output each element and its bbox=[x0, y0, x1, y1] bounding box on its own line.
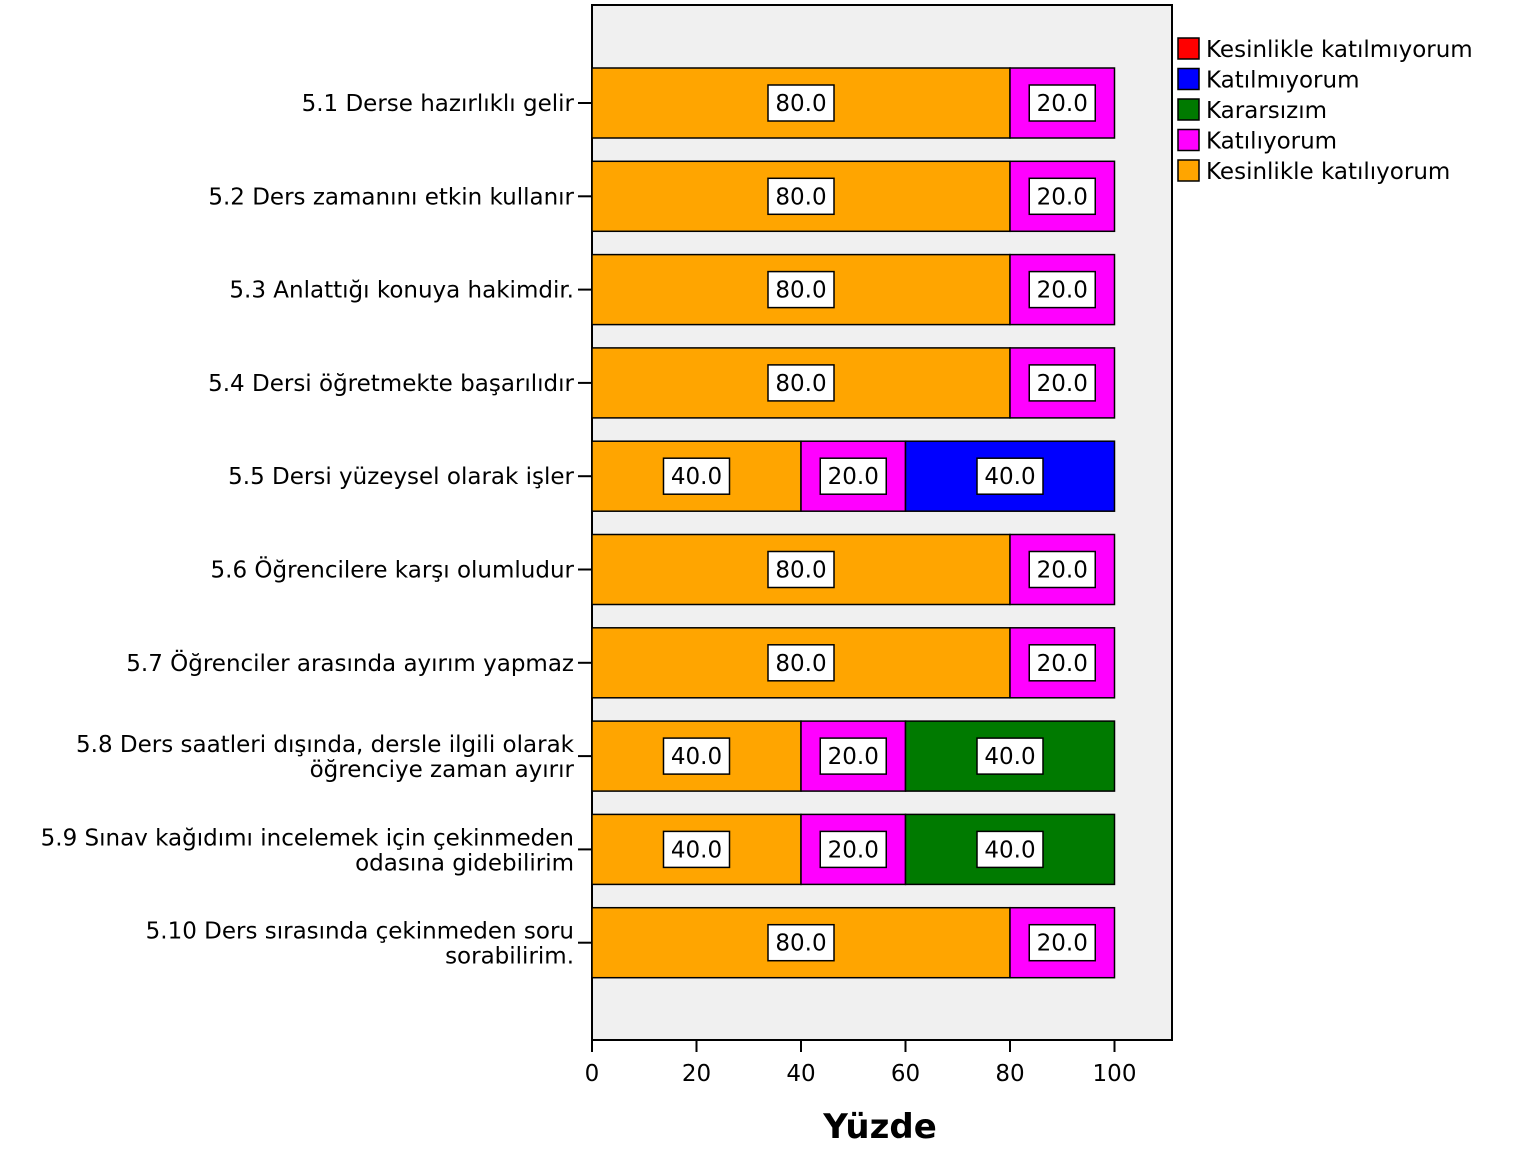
data-label: 20.0 bbox=[828, 837, 879, 863]
data-label: 40.0 bbox=[671, 837, 722, 863]
data-label: 80.0 bbox=[775, 91, 826, 117]
category-label: 5.4 Dersi öğretmekte başarılıdır bbox=[208, 371, 574, 397]
data-label-box bbox=[1028, 177, 1096, 216]
category-label: odasına gidebilirim bbox=[355, 850, 574, 876]
category-label: 5.5 Dersi yüzeysel olarak işler bbox=[228, 464, 574, 490]
data-label-box bbox=[767, 550, 835, 589]
data-label-box bbox=[976, 457, 1044, 495]
legend-swatch bbox=[1177, 159, 1200, 182]
category-label: öğrenciye zaman ayırır bbox=[310, 757, 575, 783]
legend-label: Kesinlikle katılıyorum bbox=[1206, 159, 1450, 185]
legend-label: Katılıyorum bbox=[1206, 129, 1337, 155]
category-label: 5.8 Ders saatleri dışında, dersle ilgili… bbox=[76, 732, 575, 758]
data-label: 40.0 bbox=[984, 744, 1035, 770]
data-label-box bbox=[1028, 644, 1096, 682]
category-label: 5.2 Ders zamanını etkin kullanır bbox=[208, 184, 574, 210]
data-label: 40.0 bbox=[671, 744, 722, 770]
data-label-box bbox=[1028, 364, 1096, 402]
data-label-box bbox=[819, 457, 887, 495]
data-label-box bbox=[767, 644, 835, 682]
category-labels-group: 5.1 Derse hazırlıklı gelir 5.2 Ders zaman… bbox=[41, 91, 592, 970]
data-label-box bbox=[819, 830, 887, 869]
category-label: 5.9 Sınav kağıdımı incelemek için çekinm… bbox=[41, 825, 574, 851]
data-label: 20.0 bbox=[1037, 91, 1088, 117]
data-label: 20.0 bbox=[1037, 371, 1088, 397]
bars-group: 80.0 20.0 80.0 20.0 80.0 20.0 80.0 20.0 40.0 20.0… bbox=[591, 67, 1116, 979]
legend-label: Kesinlikle katılmıyorum bbox=[1206, 37, 1473, 63]
data-label-box bbox=[976, 830, 1044, 869]
category-label: 5.3 Anlattığı konuya hakimdir. bbox=[229, 278, 574, 304]
data-label-box bbox=[767, 177, 835, 216]
data-label: 40.0 bbox=[671, 464, 722, 490]
x-axis: 0 20 40 60 80 100 bbox=[585, 1040, 1137, 1087]
data-label-box bbox=[767, 270, 835, 309]
data-label-box bbox=[1028, 923, 1096, 962]
x-tick-label: 60 bbox=[891, 1061, 920, 1087]
data-label-box bbox=[767, 364, 835, 402]
data-label: 20.0 bbox=[1037, 278, 1088, 304]
legend-swatch bbox=[1177, 37, 1200, 60]
category-label: sorabilirim. bbox=[445, 944, 574, 970]
x-tick-label: 20 bbox=[682, 1061, 711, 1087]
data-label-box bbox=[662, 737, 731, 775]
data-label-box bbox=[819, 737, 887, 775]
legend-swatch bbox=[1177, 98, 1200, 121]
data-label: 80.0 bbox=[775, 184, 826, 210]
x-tick-label: 0 bbox=[585, 1061, 600, 1087]
category-label: 5.6 Öğrencilere karşı olumludur bbox=[211, 556, 575, 584]
data-label: 80.0 bbox=[775, 371, 826, 397]
legend-swatch bbox=[1177, 128, 1200, 152]
x-tick-label: 80 bbox=[995, 1061, 1024, 1087]
data-label: 80.0 bbox=[775, 651, 826, 677]
x-tick-label: 100 bbox=[1093, 1061, 1137, 1087]
data-label-box bbox=[1028, 84, 1096, 122]
data-label: 20.0 bbox=[1037, 931, 1088, 957]
data-label-box bbox=[1028, 550, 1096, 589]
data-label: 80.0 bbox=[775, 278, 826, 304]
x-tick-label: 40 bbox=[786, 1061, 815, 1087]
data-label: 40.0 bbox=[984, 464, 1035, 490]
legend: Kesinlikle katılmıyorum Katılmıyorum Karar… bbox=[1177, 37, 1473, 185]
data-label: 20.0 bbox=[828, 744, 879, 770]
legend-label: Katılmıyorum bbox=[1206, 68, 1360, 94]
data-label-box bbox=[662, 830, 731, 869]
x-axis-title: Yüzde bbox=[822, 1107, 937, 1147]
data-label-box bbox=[767, 84, 835, 122]
data-label: 80.0 bbox=[775, 931, 826, 957]
data-label: 80.0 bbox=[775, 558, 826, 584]
category-label: 5.1 Derse hazırlıklı gelir bbox=[302, 91, 575, 117]
category-label: 5.10 Ders sırasında çekinmeden soru bbox=[146, 919, 574, 945]
legend-label: Kararsızım bbox=[1206, 98, 1327, 124]
category-label: 5.7 Öğrenciler arasında ayırım yapmaz bbox=[126, 649, 574, 677]
data-label-box bbox=[1028, 270, 1096, 309]
data-label-box bbox=[976, 737, 1044, 775]
data-label: 20.0 bbox=[1037, 651, 1088, 677]
data-label-box bbox=[662, 457, 731, 495]
data-label: 20.0 bbox=[828, 464, 879, 490]
legend-swatch bbox=[1177, 67, 1200, 91]
data-label: 40.0 bbox=[984, 837, 1035, 863]
data-label: 20.0 bbox=[1037, 558, 1088, 584]
data-label: 20.0 bbox=[1037, 184, 1088, 210]
data-label-box bbox=[767, 923, 835, 962]
